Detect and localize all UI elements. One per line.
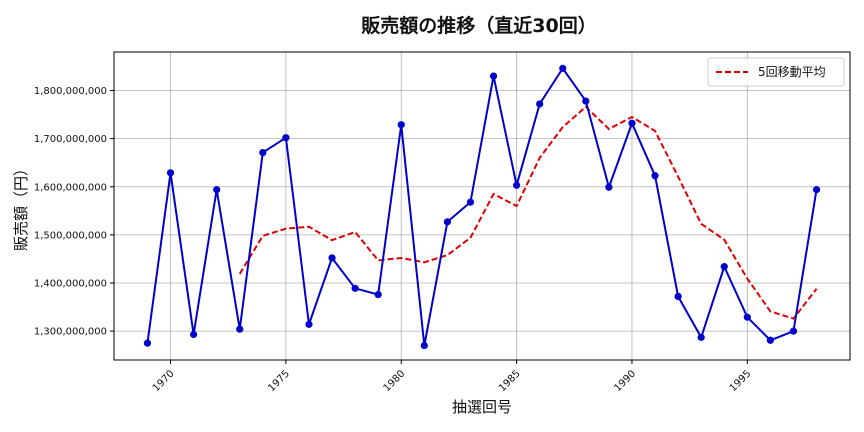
- data-point-sales: [420, 341, 428, 350]
- data-point-sales: [651, 172, 659, 180]
- y-tick-label: 1,800,000,000: [34, 86, 107, 97]
- data-point-sales: [536, 100, 544, 108]
- data-point-sales: [766, 336, 775, 344]
- data-point-sales: [605, 183, 613, 191]
- data-point-sales: [812, 186, 821, 194]
- data-point-sales: [166, 169, 175, 177]
- chart-title: 販売額の推移（直近30回）: [361, 14, 596, 37]
- plot-area: [113, 51, 851, 361]
- data-point-sales: [674, 292, 682, 301]
- data-point-sales: [282, 134, 290, 142]
- data-point-sales: [720, 263, 728, 271]
- data-point-sales: [189, 330, 198, 339]
- y-axis-label: 販売額（円）: [12, 161, 30, 251]
- data-point-sales: [743, 313, 751, 321]
- legend: 5回移動平均: [707, 57, 845, 87]
- data-point-sales: [582, 97, 590, 105]
- data-point-sales: [143, 339, 152, 347]
- x-tick-label: 1970: [151, 368, 177, 394]
- data-point-sales: [236, 325, 244, 333]
- legend-box: [707, 57, 845, 87]
- data-point-sales: [559, 64, 567, 72]
- data-point-sales: [351, 284, 359, 292]
- legend-label-moving-average: 5回移動平均: [758, 65, 826, 79]
- x-tick-label: 1980: [382, 368, 408, 394]
- y-tick-label: 1,300,000,000: [34, 327, 107, 338]
- series-layer: [143, 64, 821, 350]
- x-tick-label: 1975: [266, 368, 292, 394]
- data-point-sales: [443, 218, 451, 226]
- data-point-sales: [259, 148, 267, 157]
- y-tick-label: 1,600,000,000: [34, 182, 107, 193]
- data-point-sales: [305, 320, 313, 328]
- x-axis-label: 抽選回号: [452, 398, 512, 416]
- data-point-sales: [628, 119, 636, 127]
- x-tick-label: 1995: [728, 368, 754, 394]
- x-tick-label: 1990: [612, 368, 638, 394]
- grid: [114, 52, 850, 360]
- data-point-sales: [374, 290, 382, 299]
- data-point-sales: [489, 72, 498, 80]
- data-point-sales: [466, 198, 475, 206]
- y-tick-label: 1,500,000,000: [34, 230, 107, 241]
- data-point-sales: [213, 186, 221, 194]
- data-point-sales: [328, 254, 336, 262]
- series-line-sales: [146, 66, 818, 346]
- x-tick-label: 1985: [497, 368, 523, 394]
- x-axis: 1970 1975 1980 1985 1990 1995: [151, 360, 754, 394]
- y-tick-label: 1,400,000,000: [34, 279, 107, 290]
- data-point-sales: [789, 327, 798, 335]
- y-axis: 1,300,000,000 1,400,000,000 1,500,000,000 1…: [34, 86, 114, 338]
- data-point-sales: [697, 333, 705, 341]
- series-line-moving-average: [238, 105, 818, 320]
- y-tick-label: 1,700,000,000: [34, 134, 107, 145]
- data-point-sales: [397, 121, 405, 129]
- data-point-sales: [513, 181, 521, 189]
